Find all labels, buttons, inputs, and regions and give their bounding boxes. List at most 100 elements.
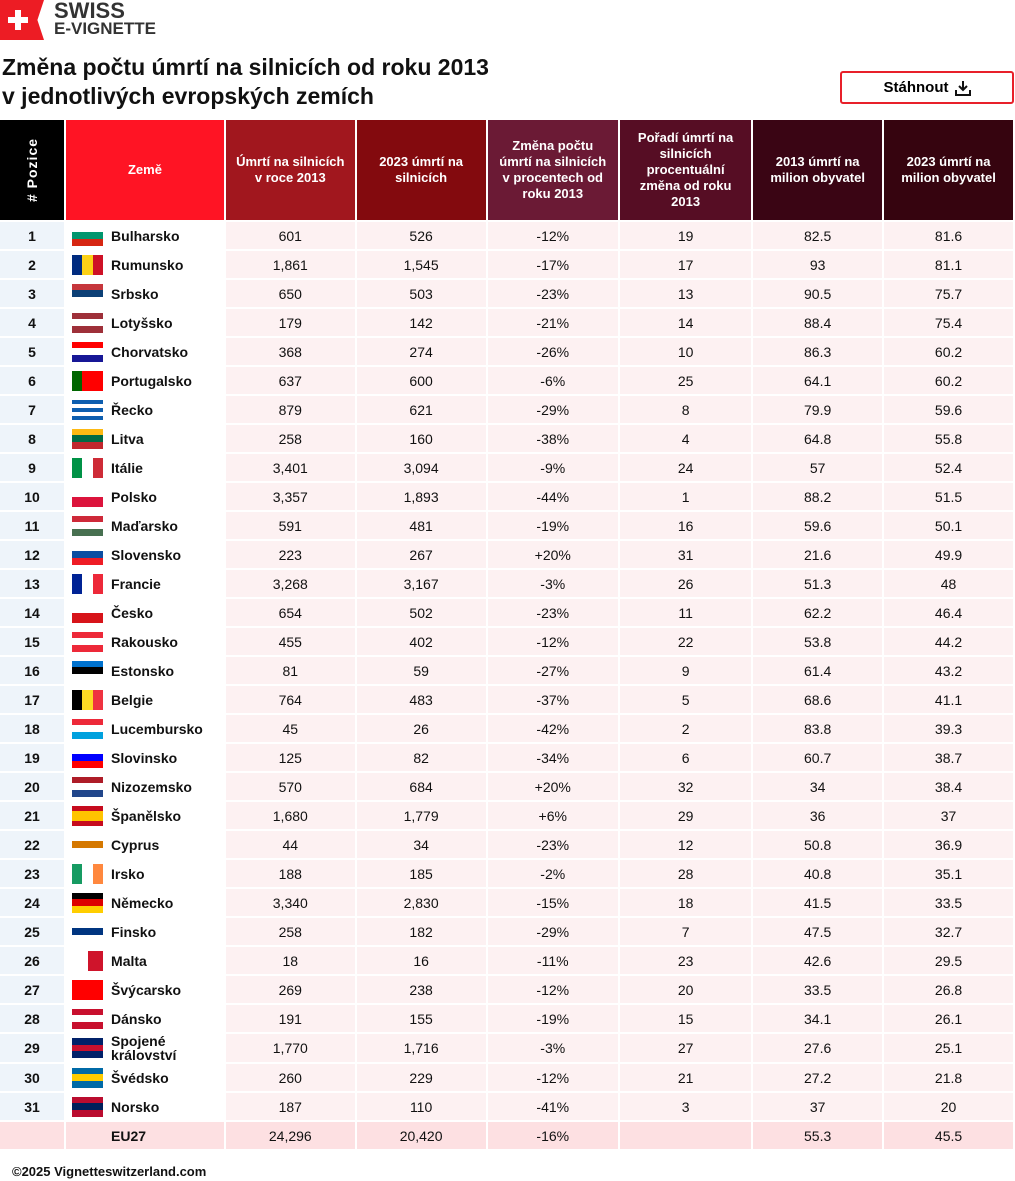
position-cell: 5 <box>0 336 65 365</box>
value-cell: 13 <box>620 278 752 307</box>
value-cell: 8 <box>620 394 752 423</box>
value-cell: 267 <box>356 539 486 568</box>
flag-icon <box>72 486 104 507</box>
value-cell: 27.6 <box>753 1032 883 1062</box>
table-row: 10 Polsko 3,357 1,893 -44% 1 88.2 51.5 <box>0 481 1013 510</box>
flag-icon <box>72 457 104 478</box>
total-row: EU27 24,296 20,420 -16% 55.3 45.5 <box>0 1120 1013 1149</box>
country: EU27 <box>66 1129 224 1143</box>
table-row: 12 Slovensko 223 267 +20% 31 21.6 49.9 <box>0 539 1013 568</box>
table-row: 14 Česko 654 502 -23% 11 62.2 46.4 <box>0 597 1013 626</box>
position-cell: 29 <box>0 1032 65 1062</box>
table-row: 23 Irsko 188 185 -2% 28 40.8 35.1 <box>0 858 1013 887</box>
value-cell: 402 <box>356 626 486 655</box>
value-cell: 2 <box>620 713 752 742</box>
value-cell: 764 <box>225 684 355 713</box>
table-row: 30 Švédsko 260 229 -12% 21 27.2 21.8 <box>0 1062 1013 1091</box>
value-cell: 1,861 <box>225 249 355 278</box>
download-button[interactable]: Stáhnout <box>840 71 1014 104</box>
country: Slovinsko <box>66 747 224 768</box>
value-cell: 37 <box>753 1091 883 1120</box>
position-cell: 2 <box>0 249 65 278</box>
country-cell: EU27 <box>66 1120 224 1149</box>
position-cell: 17 <box>0 684 65 713</box>
value-cell: 60.7 <box>753 742 883 771</box>
value-cell: -19% <box>487 1003 618 1032</box>
position-cell: 25 <box>0 916 65 945</box>
value-cell: 621 <box>356 394 486 423</box>
header-col-3: Změna počtu úmrtí na silnicích v procent… <box>487 120 618 220</box>
country-name: Litva <box>111 430 144 447</box>
flag-icon <box>72 950 104 971</box>
flag-icon <box>72 370 104 391</box>
value-cell: 38.4 <box>884 771 1013 800</box>
value-cell: 33.5 <box>753 974 883 1003</box>
flag-icon <box>72 283 104 304</box>
value-cell: 29.5 <box>884 945 1013 974</box>
value-cell: 45.5 <box>884 1120 1013 1149</box>
value-cell: -26% <box>487 336 618 365</box>
value-cell: 223 <box>225 539 355 568</box>
value-cell: 110 <box>356 1091 486 1120</box>
value-cell: 3 <box>620 1091 752 1120</box>
table-row: 4 Lotyšsko 179 142 -21% 14 88.4 75.4 <box>0 307 1013 336</box>
country-cell: Švýcarsko <box>66 974 224 1003</box>
value-cell: 274 <box>356 336 486 365</box>
country: Španělsko <box>66 805 224 826</box>
value-cell: 3,340 <box>225 887 355 916</box>
value-cell: 600 <box>356 365 486 394</box>
value-cell: 21.8 <box>884 1062 1013 1091</box>
value-cell: 455 <box>225 626 355 655</box>
table-row: 20 Nizozemsko 570 684 +20% 32 34 38.4 <box>0 771 1013 800</box>
flag-icon <box>72 1096 104 1117</box>
flag-icon <box>72 428 104 449</box>
value-cell: 12 <box>620 829 752 858</box>
country-cell: Německo <box>66 887 224 916</box>
position-cell: 19 <box>0 742 65 771</box>
position-cell: 12 <box>0 539 65 568</box>
value-cell: 88.4 <box>753 307 883 336</box>
country-name: Španělsko <box>111 807 182 824</box>
value-cell: 44 <box>225 829 355 858</box>
value-cell: 20 <box>620 974 752 1003</box>
country: Rakousko <box>66 631 224 652</box>
country-name: Itálie <box>111 459 143 476</box>
brand-line1: SWISS <box>54 0 125 23</box>
value-cell: -42% <box>487 713 618 742</box>
flag-icon <box>72 1008 104 1029</box>
flag-icon <box>72 863 104 884</box>
table-row: 19 Slovinsko 125 82 -34% 6 60.7 38.7 <box>0 742 1013 771</box>
header-col-1: Úmrtí na silnicích v roce 2013 <box>225 120 355 220</box>
brand-logo: SWISS E-VIGNETTE <box>0 0 156 40</box>
value-cell: 51.5 <box>884 481 1013 510</box>
value-cell: -2% <box>487 858 618 887</box>
value-cell: 879 <box>225 394 355 423</box>
country-cell: Chorvatsko <box>66 336 224 365</box>
table-row: 28 Dánsko 191 155 -19% 15 34.1 26.1 <box>0 1003 1013 1032</box>
value-cell: -12% <box>487 1062 618 1091</box>
country-name: Irsko <box>111 865 145 882</box>
country: Švýcarsko <box>66 979 224 1000</box>
country-name: Spojené království <box>111 1033 177 1063</box>
swiss-cross-icon <box>0 0 44 40</box>
value-cell: -37% <box>487 684 618 713</box>
value-cell: 21 <box>620 1062 752 1091</box>
value-cell: 684 <box>356 771 486 800</box>
country-name: Lotyšsko <box>111 314 173 331</box>
table-row: 31 Norsko 187 110 -41% 3 37 20 <box>0 1091 1013 1120</box>
value-cell: 36 <box>753 800 883 829</box>
value-cell: 86.3 <box>753 336 883 365</box>
value-cell: 27.2 <box>753 1062 883 1091</box>
value-cell: 21.6 <box>753 539 883 568</box>
country: Spojené království <box>66 1034 224 1062</box>
value-cell: 502 <box>356 597 486 626</box>
value-cell: 17 <box>620 249 752 278</box>
data-table: # Pozice Země Úmrtí na silnicích v roce … <box>0 120 1015 1149</box>
country: Cyprus <box>66 834 224 855</box>
value-cell: 229 <box>356 1062 486 1091</box>
table-row: 22 Cyprus 44 34 -23% 12 50.8 36.9 <box>0 829 1013 858</box>
download-icon <box>954 80 971 96</box>
country: Norsko <box>66 1096 224 1117</box>
position-cell: 16 <box>0 655 65 684</box>
page-title: Změna počtu úmrtí na silnicích od roku 2… <box>2 54 489 109</box>
